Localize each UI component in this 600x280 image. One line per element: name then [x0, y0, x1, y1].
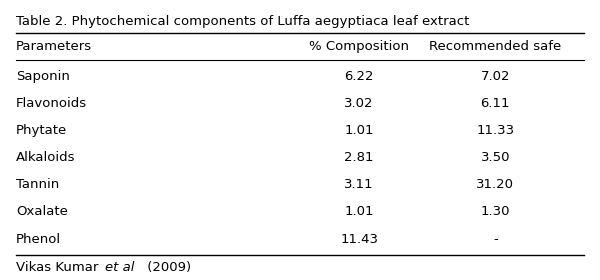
- Text: et al: et al: [106, 261, 135, 274]
- Text: 1.30: 1.30: [481, 206, 510, 218]
- Text: 31.20: 31.20: [476, 178, 514, 191]
- Text: 6.22: 6.22: [344, 70, 374, 83]
- Text: 3.11: 3.11: [344, 178, 374, 191]
- Text: 2.81: 2.81: [344, 151, 374, 164]
- Text: 1.01: 1.01: [344, 124, 374, 137]
- Text: Vikas Kumar: Vikas Kumar: [16, 261, 103, 274]
- Text: 11.33: 11.33: [476, 124, 514, 137]
- Text: % Composition: % Composition: [309, 40, 409, 53]
- Text: -: -: [493, 233, 497, 246]
- Text: Phytate: Phytate: [16, 124, 67, 137]
- Text: 1.01: 1.01: [344, 206, 374, 218]
- Text: 7.02: 7.02: [481, 70, 510, 83]
- Text: Saponin: Saponin: [16, 70, 70, 83]
- Text: Alkaloids: Alkaloids: [16, 151, 76, 164]
- Text: 11.43: 11.43: [340, 233, 378, 246]
- Text: Table 2. Phytochemical components of Luffa aegyptiaca leaf extract: Table 2. Phytochemical components of Luf…: [16, 15, 469, 28]
- Text: 3.50: 3.50: [481, 151, 510, 164]
- Text: Flavonoids: Flavonoids: [16, 97, 87, 110]
- Text: (2009): (2009): [143, 261, 191, 274]
- Text: 6.11: 6.11: [481, 97, 510, 110]
- Text: Parameters: Parameters: [16, 40, 92, 53]
- Text: Phenol: Phenol: [16, 233, 61, 246]
- Text: 3.02: 3.02: [344, 97, 374, 110]
- Text: Recommended safe: Recommended safe: [429, 40, 562, 53]
- Text: Tannin: Tannin: [16, 178, 59, 191]
- Text: Oxalate: Oxalate: [16, 206, 68, 218]
